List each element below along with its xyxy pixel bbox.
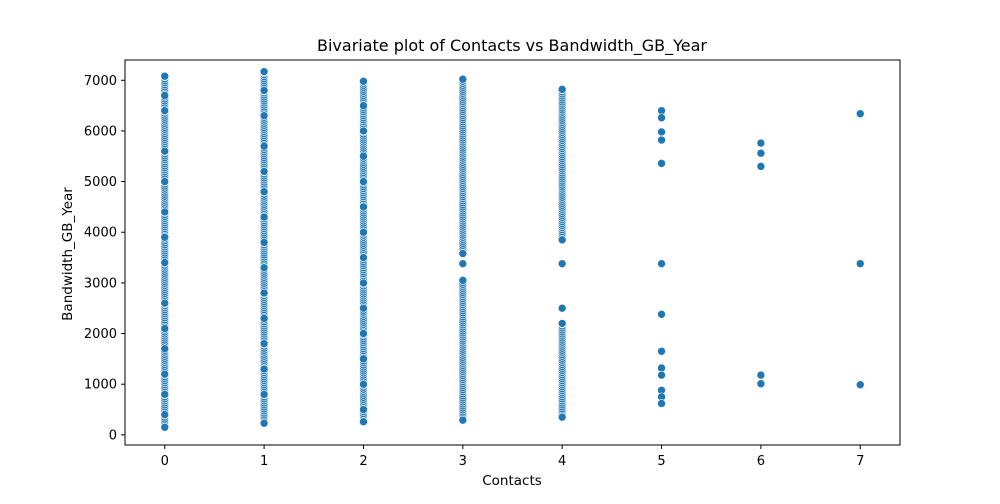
data-point [259, 390, 269, 399]
x-tick-label: 4 [558, 454, 566, 469]
data-point [259, 339, 269, 348]
data-point [657, 113, 666, 123]
chart-title: Bivariate plot of Contacts vs Bandwidth_… [317, 36, 707, 56]
data-point [160, 369, 170, 379]
data-point [359, 76, 368, 86]
y-tick-label: 2000 [84, 327, 117, 342]
data-point [756, 138, 766, 148]
x-tick-label: 5 [657, 454, 665, 469]
data-point [458, 276, 468, 285]
data-point [160, 106, 170, 115]
data-point [359, 151, 368, 161]
y-tick-label: 4000 [84, 226, 117, 241]
data-point [458, 249, 468, 258]
data-point [657, 310, 666, 319]
data-point [160, 324, 170, 333]
data-point [359, 126, 368, 136]
data-point [259, 314, 269, 323]
data-point [756, 379, 766, 389]
y-axis-label: Bandwidth_GB_Year [60, 187, 76, 321]
data-point [657, 370, 666, 380]
data-point [359, 227, 368, 237]
data-point [160, 146, 170, 156]
data-point [557, 85, 567, 94]
data-point [259, 67, 269, 76]
data-point [259, 86, 269, 95]
x-tick-label: 6 [757, 454, 765, 469]
data-point [160, 422, 170, 432]
data-point [160, 258, 170, 267]
data-point [557, 235, 567, 245]
data-point [259, 288, 269, 298]
data-point [160, 71, 170, 81]
data-point [557, 259, 567, 268]
data-point [657, 399, 666, 408]
data-points [160, 67, 865, 432]
data-point [359, 303, 368, 313]
axis-ticks: 0 1 2 3 4 5 6 7 0 1000 2000 3000 4000 5000 6000 7000 [84, 74, 864, 469]
data-point [359, 253, 368, 262]
data-point [359, 405, 368, 414]
data-point [458, 74, 468, 84]
data-point [160, 177, 170, 186]
data-point [359, 329, 368, 338]
data-point [160, 298, 170, 308]
data-point [855, 380, 865, 390]
data-point [855, 259, 865, 268]
data-point [756, 370, 766, 380]
y-tick-label: 6000 [84, 124, 117, 139]
data-point [160, 390, 170, 399]
data-point [756, 148, 766, 158]
data-point [657, 346, 666, 356]
y-tick-label: 1000 [84, 378, 117, 393]
data-point [259, 364, 269, 374]
y-tick-label: 5000 [84, 175, 117, 190]
x-axis-label: Contacts [482, 473, 542, 489]
y-tick-label: 0 [109, 428, 117, 443]
data-point [259, 141, 269, 151]
data-point [160, 207, 170, 217]
data-point [160, 410, 170, 419]
y-tick-label: 3000 [84, 276, 117, 291]
data-point [657, 159, 666, 168]
data-point [359, 202, 368, 212]
data-point [458, 259, 468, 268]
x-tick-label: 0 [161, 454, 169, 469]
data-point [160, 344, 170, 354]
data-point [259, 187, 269, 197]
x-tick-label: 1 [260, 454, 268, 469]
plot-frame [124, 59, 901, 446]
data-point [657, 135, 666, 145]
data-point [160, 233, 170, 242]
data-point [160, 91, 170, 100]
y-tick-label: 7000 [84, 74, 117, 89]
data-point [855, 109, 865, 118]
data-point [259, 418, 269, 428]
data-point [557, 412, 567, 422]
x-tick-label: 2 [359, 454, 367, 469]
data-point [259, 111, 269, 121]
data-point [259, 167, 269, 176]
x-tick-label: 3 [459, 454, 467, 469]
data-point [359, 278, 368, 288]
data-point [359, 417, 368, 426]
data-point [458, 415, 468, 425]
data-point [259, 238, 269, 247]
data-point [657, 259, 666, 268]
x-tick-label: 7 [856, 454, 864, 469]
data-point [657, 127, 666, 137]
data-point [557, 303, 567, 313]
data-point [359, 177, 368, 186]
data-point [359, 101, 368, 110]
data-point [259, 212, 269, 222]
data-point [359, 354, 368, 364]
data-point [557, 319, 567, 328]
data-point [259, 263, 269, 272]
data-point [359, 379, 368, 389]
data-point [756, 162, 766, 171]
